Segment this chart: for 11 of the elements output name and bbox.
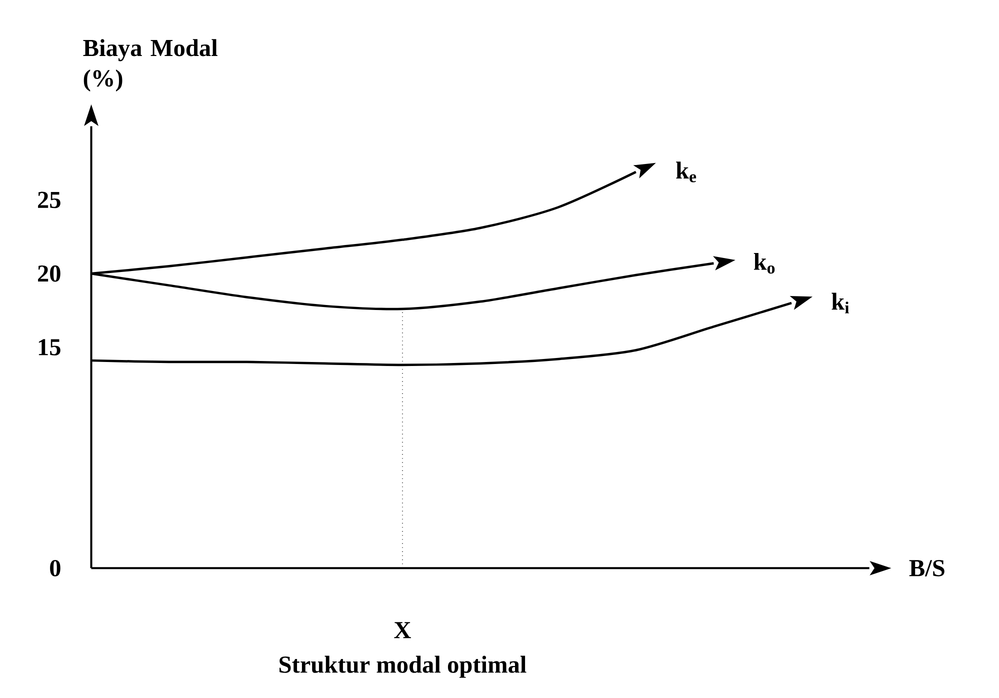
- legend-label: k$_{i}$: [832, 292, 850, 314]
- y-tick-label: 15: [38, 339, 60, 356]
- y-tick-label: 25: [38, 192, 60, 208]
- x-axis-title: B/S: [909, 560, 944, 576]
- series-label: k$_{e}$: [676, 162, 696, 182]
- x-tick-label: X: [394, 622, 411, 638]
- series-label: k$_{o}$: [754, 253, 775, 274]
- y-axis-title: Biaya Modal (%): [83, 39, 218, 92]
- y-tick-label: 0: [50, 560, 60, 576]
- text: Struktur modal optimal: [280, 656, 526, 678]
- y-tick-label: 20: [38, 265, 60, 282]
